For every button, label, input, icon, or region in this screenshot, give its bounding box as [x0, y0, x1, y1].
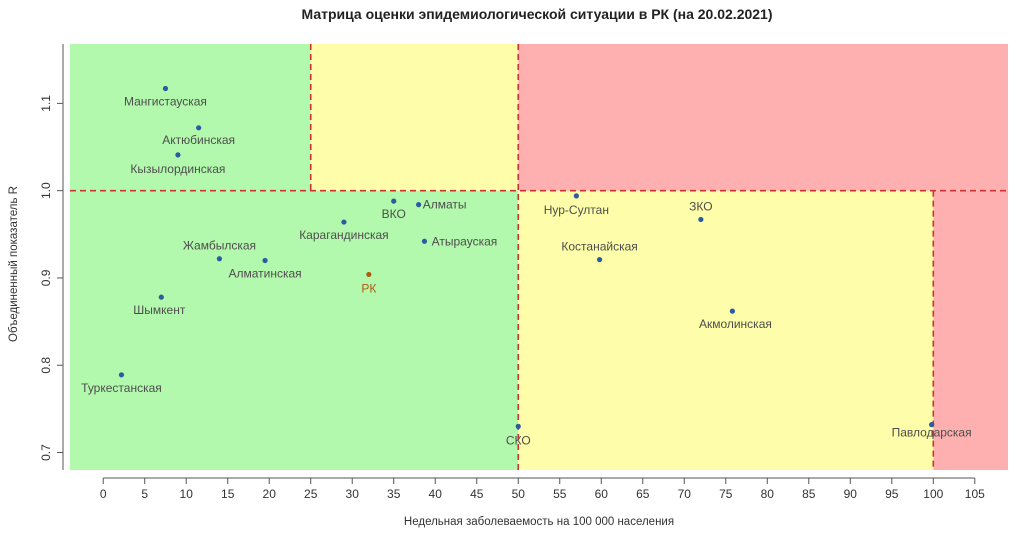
y-tick-label: 1.0: [39, 182, 53, 199]
x-tick-label: 35: [387, 487, 401, 501]
x-tick-label: 25: [304, 487, 318, 501]
point-label: Акмолинская: [699, 317, 772, 331]
point-label: Костанайская: [561, 240, 637, 254]
point-label: ВКО: [382, 207, 406, 221]
data-point-Жамбылская: [216, 256, 223, 262]
point-label: СКО: [506, 433, 531, 447]
x-tick-label: 45: [470, 487, 484, 501]
x-tick-label: 20: [263, 487, 277, 501]
data-point-Алматинская: [262, 257, 268, 264]
point-label: Нур-Султан: [544, 203, 609, 217]
point-label: ЗКО: [689, 199, 712, 213]
data-point-Павлодарская: [929, 422, 935, 428]
point-label: Туркестанская: [81, 381, 162, 395]
chart-title: Матрица оценки эпидемиологической ситуац…: [301, 6, 773, 22]
data-point-Нур-Султан: [573, 193, 579, 199]
x-tick-label: 85: [802, 487, 816, 501]
y-tick-label: 0.8: [39, 357, 53, 374]
data-point-СКО: [515, 423, 521, 429]
data-point-ВКО: [391, 198, 397, 204]
x-tick-label: 100: [923, 487, 943, 501]
x-tick-label: 30: [346, 487, 360, 501]
x-tick-label: 75: [719, 487, 733, 501]
data-point-РК: [366, 271, 372, 278]
zone-yellow-bottom: [518, 190, 934, 470]
data-point-Алматы: [416, 202, 422, 208]
data-point-Туркестанская: [118, 372, 125, 378]
data-point-Костанайская: [596, 257, 603, 263]
point-label: Кызылординская: [130, 162, 225, 176]
data-point-Мангистауская: [162, 85, 169, 92]
data-point-Актюбинская: [196, 125, 202, 131]
zone-yellow-top: [310, 44, 519, 191]
data-point-ЗКО: [698, 216, 704, 223]
x-tick-label: 40: [429, 487, 443, 501]
data-point-Кызылординская: [175, 152, 181, 158]
point-label: Жамбылская: [183, 239, 256, 253]
zone-red-bottom: [933, 190, 1008, 470]
data-point-Атырауская: [421, 238, 428, 244]
data-point-Шымкент: [158, 294, 164, 300]
y-axis-label: Объединенный показатель R: [8, 186, 20, 342]
x-tick-label: 15: [221, 487, 235, 501]
zone-green-bottom: [70, 190, 519, 470]
x-tick-label: 60: [595, 487, 609, 501]
y-tick-label: 0.9: [39, 269, 53, 286]
point-label: Алматы: [423, 198, 467, 212]
x-tick-label: 65: [636, 487, 650, 501]
data-point-Акмолинская: [729, 308, 736, 314]
x-tick-label: 80: [761, 487, 775, 501]
x-tick-label: 10: [180, 487, 194, 501]
y-tick-label: 1.1: [39, 95, 53, 112]
x-tick-label: 70: [678, 487, 692, 501]
point-label: Атырауская: [432, 234, 498, 248]
point-label: Павлодарская: [892, 426, 972, 440]
zone-green-top: [70, 44, 311, 191]
point-label: Актюбинская: [162, 133, 235, 147]
data-point-Карагандинская: [341, 219, 347, 225]
x-tick-label: 90: [844, 487, 858, 501]
x-tick-label: 5: [141, 487, 148, 501]
x-tick-label: 105: [965, 487, 985, 501]
zone-red-top: [518, 44, 1008, 191]
x-axis-label: Недельная заболеваемость на 100 000 насе…: [403, 516, 675, 528]
point-label: Карагандинская: [299, 228, 388, 242]
x-tick-label: 0: [100, 487, 107, 501]
point-label: Мангистауская: [124, 95, 207, 109]
point-label: Шымкент: [133, 303, 186, 317]
x-tick-label: 50: [512, 487, 526, 501]
y-tick-label: 0.7: [39, 444, 53, 461]
x-tick-label: 55: [553, 487, 567, 501]
point-label: РК: [361, 281, 376, 295]
x-tick-label: 95: [885, 487, 899, 501]
point-label: Алматинская: [228, 266, 301, 280]
